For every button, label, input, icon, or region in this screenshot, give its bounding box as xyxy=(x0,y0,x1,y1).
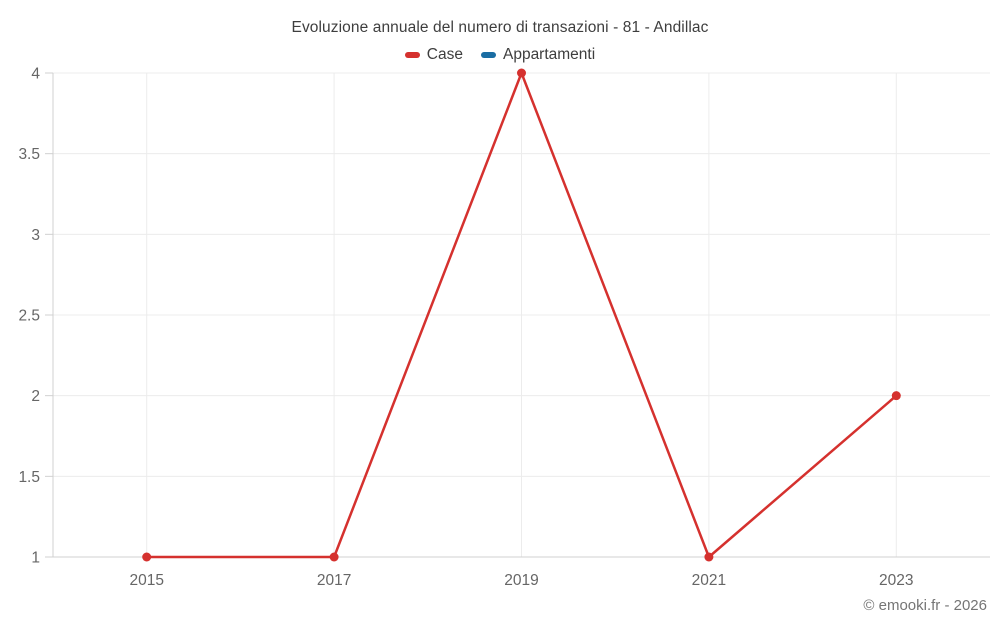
legend: Case Appartamenti xyxy=(0,46,1000,64)
legend-item-case[interactable]: Case xyxy=(404,46,463,64)
y-tick-label: 3 xyxy=(31,227,40,244)
y-tick-label: 1 xyxy=(31,550,40,567)
y-tick-label: 4 xyxy=(31,66,40,83)
data-point-case[interactable] xyxy=(517,68,526,78)
legend-swatch-icon xyxy=(480,52,496,58)
x-tick-label: 2019 xyxy=(504,572,538,589)
x-tick-label: 2021 xyxy=(692,572,726,589)
y-tick-label: 2 xyxy=(31,388,40,405)
legend-item-appartamenti[interactable]: Appartamenti xyxy=(480,46,596,64)
x-tick-label: 2015 xyxy=(129,572,163,589)
x-tick-label: 2017 xyxy=(317,572,351,589)
chart-title: Evoluzione annuale del numero di transaz… xyxy=(291,19,709,36)
data-point-case[interactable] xyxy=(142,552,152,562)
data-point-case[interactable] xyxy=(704,552,714,562)
y-tick-label: 1.5 xyxy=(18,469,40,486)
legend-swatch-icon xyxy=(404,52,420,58)
data-point-case[interactable] xyxy=(891,391,901,401)
x-tick-label: 2023 xyxy=(879,572,913,589)
y-tick-label: 2.5 xyxy=(18,308,40,325)
footer-credit: © emooki.fr - 2026 xyxy=(863,597,987,614)
legend-label: Appartamenti xyxy=(502,46,596,63)
legend-label: Case xyxy=(426,46,463,63)
data-point-case[interactable] xyxy=(329,552,339,562)
y-tick-label: 3.5 xyxy=(18,146,40,163)
